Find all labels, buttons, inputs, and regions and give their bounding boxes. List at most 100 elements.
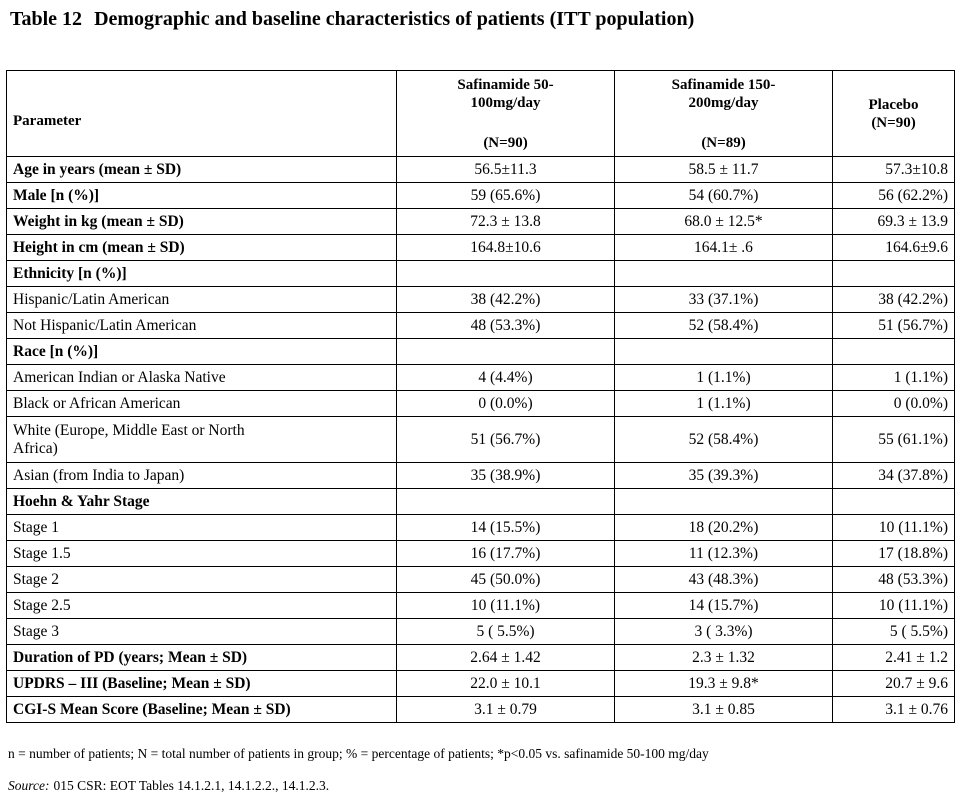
cell-value: [832, 488, 955, 515]
row-label: Stage 1: [6, 514, 397, 541]
table-title-text: Demographic and baseline characteristics…: [94, 8, 695, 30]
table-row: Height in cm (mean ± SD) 164.8±10.6 164.1±…: [6, 234, 955, 261]
cell-value: 55 (61.1%): [832, 416, 955, 463]
cell-value: 68.0 ± 12.5*: [614, 208, 833, 235]
table-row: Not Hispanic/Latin American 48 (53.3%) 52 …: [6, 312, 955, 339]
cell-value: 3.1 ± 0.79: [396, 696, 615, 723]
cell-value: 3.1 ± 0.76: [832, 696, 955, 723]
cell-value: 43 (48.3%): [614, 566, 833, 593]
cell-value: 2.3 ± 1.32: [614, 644, 833, 671]
cell-value: 48 (53.3%): [396, 312, 615, 339]
cell-value: 34 (37.8%): [832, 462, 955, 489]
source-note: Source: 015 CSR: EOT Tables 14.1.2.1, 14.…: [8, 778, 329, 794]
table-row: Stage 2.5 10 (11.1%) 14 (15.7%) 10 (11.1%): [6, 592, 955, 619]
cell-value: 10 (11.1%): [832, 592, 955, 619]
group-n: (N=90): [483, 134, 528, 151]
cell-value: [832, 260, 955, 287]
table-section-row: Race [n (%)]: [6, 338, 955, 365]
row-label: CGI-S Mean Score (Baseline; Mean ± SD): [6, 696, 397, 723]
table-row: Hispanic/Latin American 38 (42.2%) 33 (37.…: [6, 286, 955, 313]
cell-value: [396, 488, 615, 515]
row-label: Black or African American: [6, 390, 397, 417]
table-row: American Indian or Alaska Native 4 (4.4%)…: [6, 364, 955, 391]
cell-value: 51 (56.7%): [832, 312, 955, 339]
cell-value: 54 (60.7%): [614, 182, 833, 209]
cell-value: 10 (11.1%): [832, 514, 955, 541]
cell-value: 17 (18.8%): [832, 540, 955, 567]
cell-value: 16 (17.7%): [396, 540, 615, 567]
group-header-placebo: Placebo (N=90): [832, 70, 955, 157]
table-row: Male [n (%)] 59 (65.6%) 54 (60.7%) 56 (62.2…: [6, 182, 955, 209]
table-number: Table 12: [10, 8, 83, 30]
cell-value: 4 (4.4%): [396, 364, 615, 391]
cell-value: 52 (58.4%): [614, 312, 833, 339]
table-row: Stage 2 45 (50.0%) 43 (48.3%) 48 (53.3%): [6, 566, 955, 593]
row-label: Ethnicity [n (%)]: [6, 260, 397, 287]
row-label: Age in years (mean ± SD): [6, 156, 397, 183]
cell-value: 14 (15.7%): [614, 592, 833, 619]
table-footnote: n = number of patients; N = total number…: [8, 746, 709, 761]
row-label: White (Europe, Middle East or North Afri…: [6, 416, 397, 463]
demographics-table: Parameter Safinamide 50- 100mg/day (N=90)…: [6, 70, 955, 723]
cell-value: 38 (42.2%): [832, 286, 955, 313]
cell-value: 56 (62.2%): [832, 182, 955, 209]
row-label: Stage 1.5: [6, 540, 397, 567]
cell-value: 164.8±10.6: [396, 234, 615, 261]
table-row: Asian (from India to Japan) 35 (38.9%) 35 …: [6, 462, 955, 489]
cell-value: 164.1± .6: [614, 234, 833, 261]
cell-value: 56.5±11.3: [396, 156, 615, 183]
cell-value: 14 (15.5%): [396, 514, 615, 541]
row-label: American Indian or Alaska Native: [6, 364, 397, 391]
row-label: Not Hispanic/Latin American: [6, 312, 397, 339]
row-label: Race [n (%)]: [6, 338, 397, 365]
cell-value: 10 (11.1%): [396, 592, 615, 619]
cell-value: 2.41 ± 1.2: [832, 644, 955, 671]
table-row: Age in years (mean ± SD) 56.5±11.3 58.5 ± …: [6, 156, 955, 183]
table-row: UPDRS – III (Baseline; Mean ± SD) 22.0 ± …: [6, 670, 955, 697]
cell-value: 35 (38.9%): [396, 462, 615, 489]
row-label: UPDRS – III (Baseline; Mean ± SD): [6, 670, 397, 697]
row-label: Height in cm (mean ± SD): [6, 234, 397, 261]
cell-value: 18 (20.2%): [614, 514, 833, 541]
group-name: Placebo: [868, 96, 919, 113]
cell-value: 19.3 ± 9.8*: [614, 670, 833, 697]
table-row: CGI-S Mean Score (Baseline; Mean ± SD) 3.…: [6, 696, 955, 723]
cell-value: [832, 338, 955, 365]
table-row: Duration of PD (years; Mean ± SD) 2.64 ± …: [6, 644, 955, 671]
cell-value: [614, 488, 833, 515]
row-label: Stage 2.5: [6, 592, 397, 619]
cell-value: 5 ( 5.5%): [396, 618, 615, 645]
table-row: Stage 1.5 16 (17.7%) 11 (12.3%) 17 (18.8%): [6, 540, 955, 567]
cell-value: [396, 260, 615, 287]
group-header-safinamide-150-200: Safinamide 150- 200mg/day (N=89): [614, 70, 833, 157]
table-row: Black or African American 0 (0.0%) 1 (1.1%…: [6, 390, 955, 417]
cell-value: 164.6±9.6: [832, 234, 955, 261]
table-header-row: Parameter Safinamide 50- 100mg/day (N=90)…: [6, 70, 955, 157]
cell-value: 58.5 ± 11.7: [614, 156, 833, 183]
cell-value: 11 (12.3%): [614, 540, 833, 567]
cell-value: 1 (1.1%): [614, 390, 833, 417]
row-label: Hoehn & Yahr Stage: [6, 488, 397, 515]
table-row: Stage 1 14 (15.5%) 18 (20.2%) 10 (11.1%): [6, 514, 955, 541]
group-n: (N=90): [871, 114, 916, 131]
cell-value: [614, 338, 833, 365]
cell-value: 5 ( 5.5%): [832, 618, 955, 645]
cell-value: 57.3±10.8: [832, 156, 955, 183]
row-label: Male [n (%)]: [6, 182, 397, 209]
row-label: Weight in kg (mean ± SD): [6, 208, 397, 235]
row-label: Duration of PD (years; Mean ± SD): [6, 644, 397, 671]
cell-value: 45 (50.0%): [396, 566, 615, 593]
cell-value: 38 (42.2%): [396, 286, 615, 313]
cell-value: 59 (65.6%): [396, 182, 615, 209]
table-section-row: Ethnicity [n (%)]: [6, 260, 955, 287]
source-label: Source:: [8, 778, 50, 793]
cell-value: 0 (0.0%): [396, 390, 615, 417]
cell-value: 3.1 ± 0.85: [614, 696, 833, 723]
cell-value: 0 (0.0%): [832, 390, 955, 417]
table-row: White (Europe, Middle East or North Afri…: [6, 416, 955, 463]
cell-value: 51 (56.7%): [396, 416, 615, 463]
cell-value: 69.3 ± 13.9: [832, 208, 955, 235]
table-title: Table 12 Demographic and baseline charact…: [10, 8, 694, 31]
cell-value: [396, 338, 615, 365]
